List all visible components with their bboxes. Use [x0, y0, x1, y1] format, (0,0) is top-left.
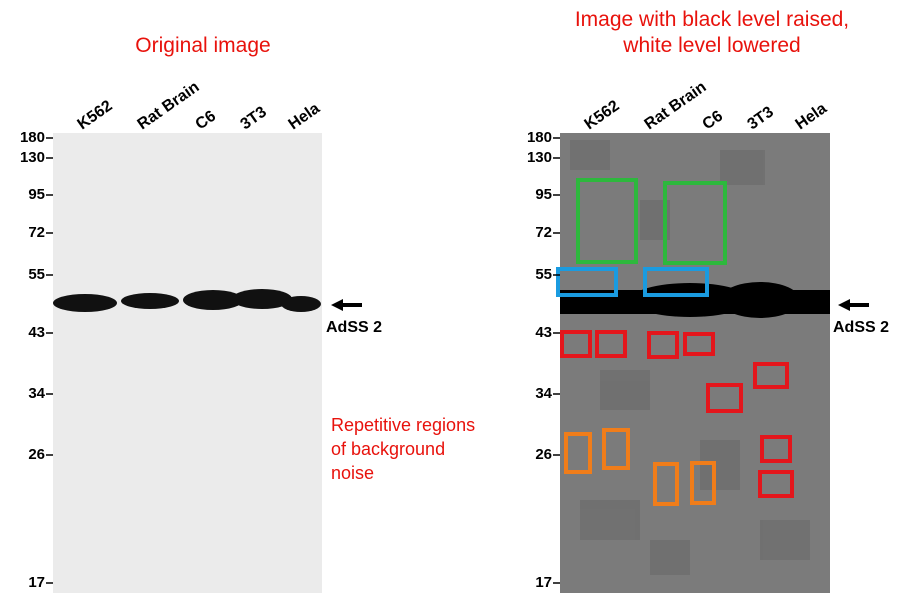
marker-label: 72 — [28, 224, 45, 241]
marker-label: 95 — [535, 186, 552, 203]
lane-label: Rat Brain — [642, 79, 710, 134]
marker-label: 55 — [535, 266, 552, 283]
marker-label: 130 — [527, 149, 552, 166]
marker-label: 43 — [535, 324, 552, 341]
lane-label: Rat Brain — [135, 79, 203, 134]
lane-label: Hela — [286, 100, 324, 133]
marker-label: 17 — [28, 574, 45, 591]
annotation: of background — [331, 439, 445, 459]
marker-label: 43 — [28, 324, 45, 341]
lane-label: 3T3 — [238, 103, 270, 133]
marker-label: 72 — [535, 224, 552, 241]
lane-label: C6 — [700, 108, 727, 134]
marker-label: 26 — [28, 446, 45, 463]
noise — [570, 140, 810, 575]
blot — [53, 133, 322, 593]
arrow — [331, 299, 362, 311]
bands — [53, 289, 321, 312]
marker-label: 95 — [28, 186, 45, 203]
marker-label: 180 — [20, 129, 45, 146]
marker-label: 17 — [535, 574, 552, 591]
panel-title: white level lowered — [622, 34, 800, 57]
lane-label: C6 — [193, 108, 220, 134]
panel-title: Original image — [135, 34, 270, 57]
panel-title: Image with black level raised, — [575, 8, 849, 31]
annotation: Repetitive regions — [331, 415, 475, 435]
lane-label: K562 — [75, 97, 116, 133]
lane-label: Hela — [793, 100, 831, 133]
lane-label: 3T3 — [745, 103, 777, 133]
marker-label: 34 — [535, 385, 552, 402]
marker-label: 26 — [535, 446, 552, 463]
band-label: AdSS 2 — [326, 319, 382, 336]
marker-label: 180 — [527, 129, 552, 146]
band-label: AdSS 2 — [833, 319, 889, 336]
annotation: noise — [331, 463, 374, 483]
lane-label: K562 — [582, 97, 623, 133]
marker-label: 55 — [28, 266, 45, 283]
highlight-boxes — [556, 178, 794, 506]
marker-label: 130 — [20, 149, 45, 166]
marker-label: 34 — [28, 385, 45, 402]
arrow — [838, 299, 869, 311]
